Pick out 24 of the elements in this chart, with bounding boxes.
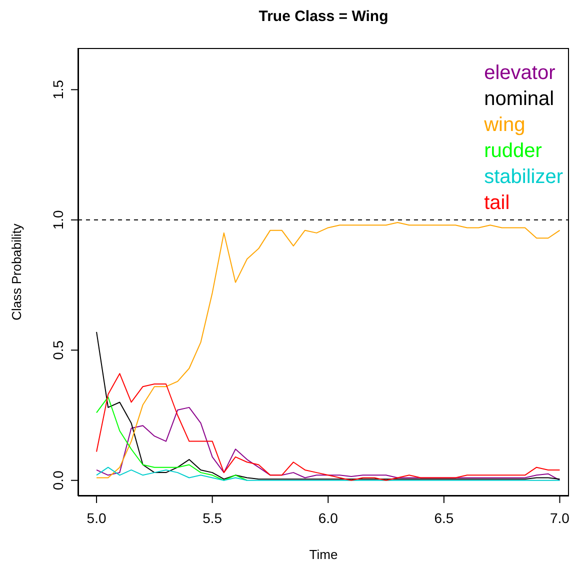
text: stabilizer	[484, 165, 563, 190]
line-series	[96, 396, 248, 481]
x-tick-label: 6.5	[434, 510, 454, 526]
x-tick-label: 7.0	[550, 510, 570, 526]
line-series	[96, 222, 560, 478]
text: nominal	[484, 87, 556, 112]
x-tick-label: 5.5	[202, 510, 222, 526]
y-tick-label: 0.5	[50, 340, 66, 360]
y-tick-label: 1.5	[50, 80, 66, 100]
y-axis-title: Class Probability	[8, 224, 24, 320]
text: wing	[484, 113, 526, 138]
line-series	[96, 466, 560, 481]
x-axis-title: Time	[309, 547, 338, 562]
text: rudder	[484, 139, 543, 164]
x-tick-label: 5.0	[86, 510, 106, 526]
chart-title: True Class = Wing	[258, 8, 390, 25]
x-tick-label: 6.0	[318, 510, 338, 526]
y-tick-label: 0.0	[50, 470, 66, 490]
line-series	[96, 331, 560, 480]
line-series	[96, 406, 560, 481]
line-series	[96, 373, 560, 481]
y-tick-label: 1.0	[50, 210, 66, 230]
text: elevator	[484, 61, 556, 86]
text: tail	[484, 191, 511, 216]
